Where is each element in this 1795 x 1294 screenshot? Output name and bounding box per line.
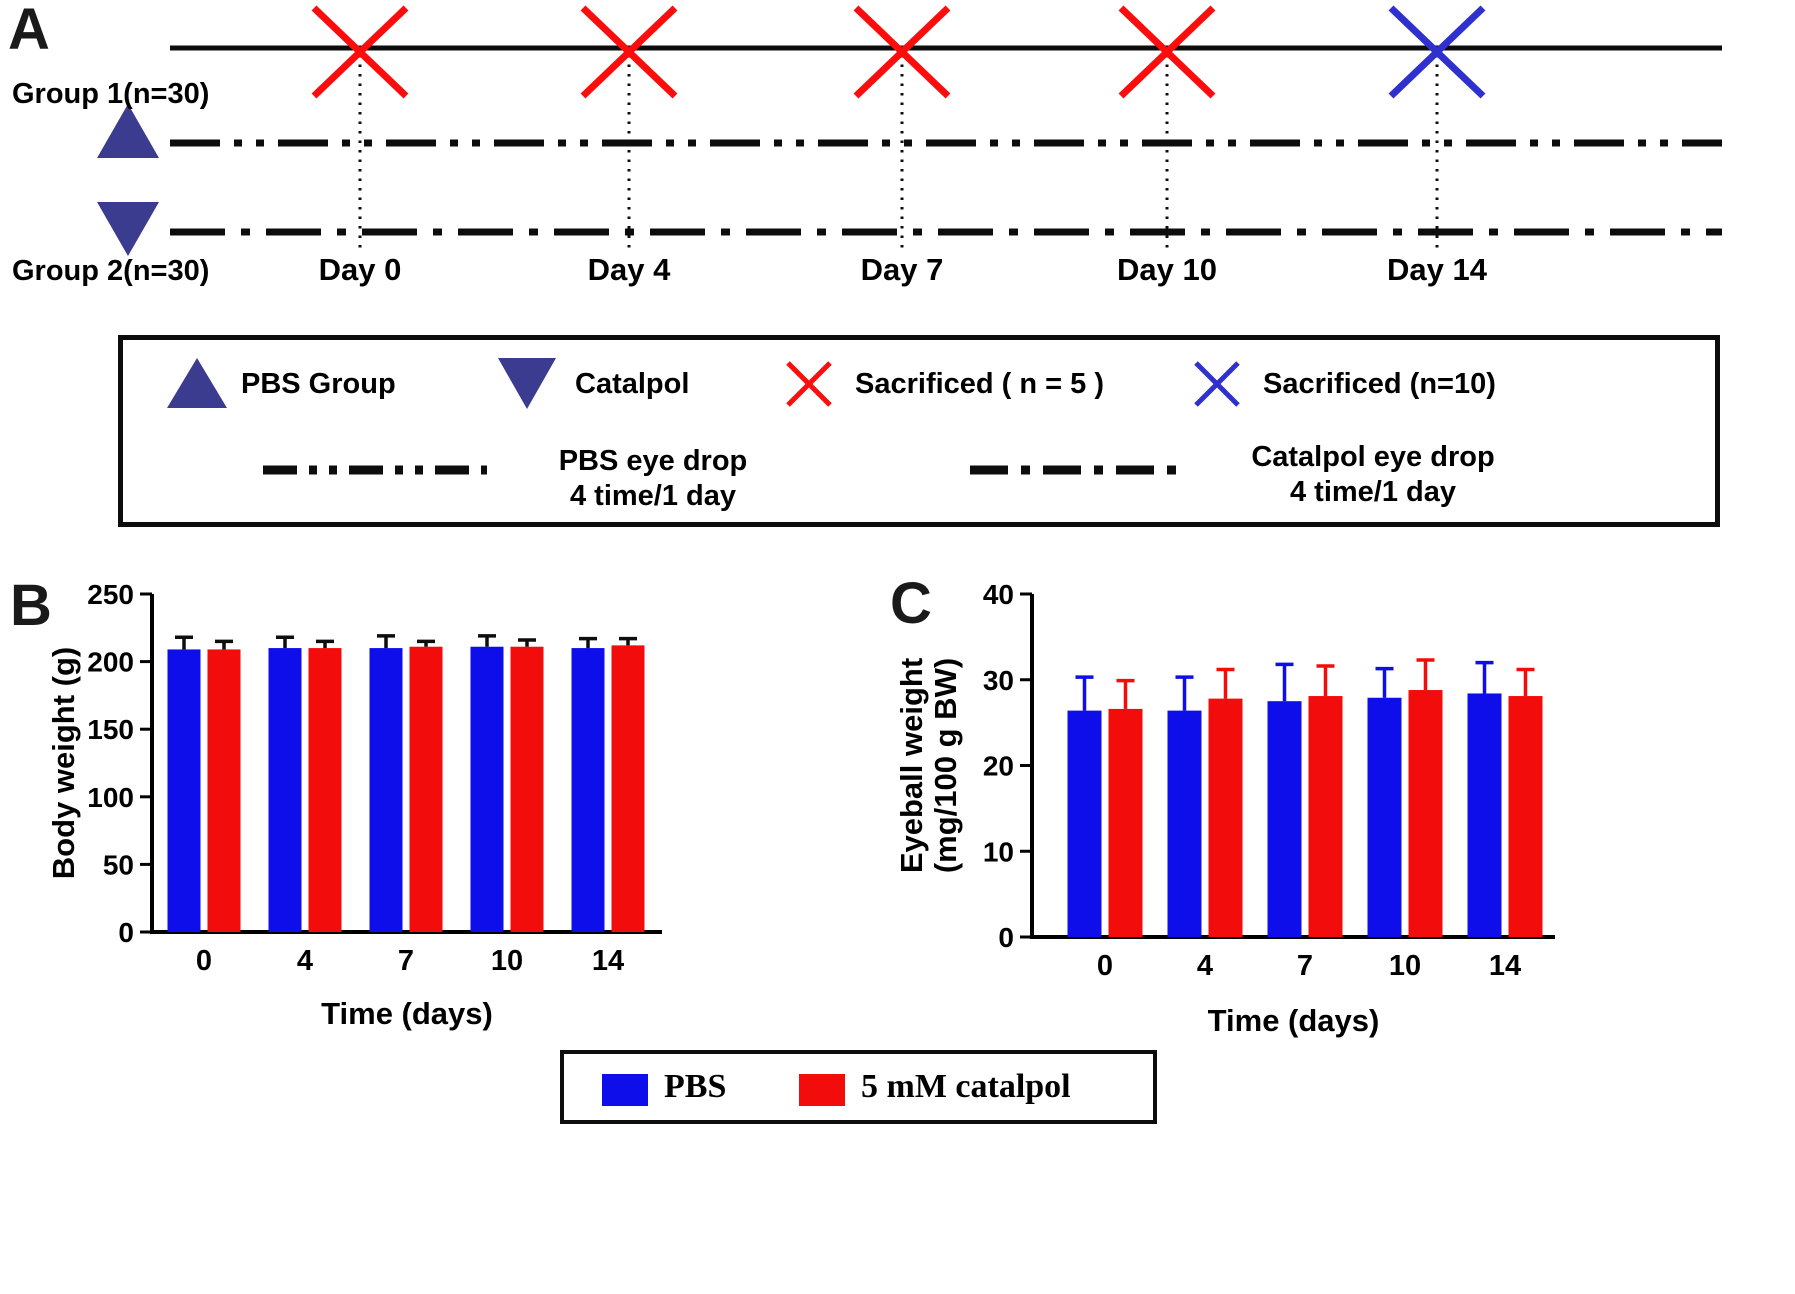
pbs-group-triangle-icon (167, 358, 227, 408)
legend-pbs-group-label: PBS Group (241, 368, 396, 400)
day-label-7: Day 7 (860, 252, 944, 287)
x-tick-label: 4 (297, 945, 313, 977)
x-tick-label: 14 (592, 945, 624, 977)
legend-catalpol-eyedrop-label: Catalpol eye drop 4 time/1 day (1218, 440, 1528, 510)
panel-a-letter: A (8, 0, 50, 62)
bar-5-mm-catalpol (409, 646, 443, 932)
x-axis-label: Time (days) (1208, 1003, 1380, 1038)
sacrifice-x-mark (1388, 5, 1486, 99)
bar-pbs (167, 649, 201, 932)
pbs-group-triangle-up (97, 104, 159, 158)
panel-b-letter: B (10, 573, 52, 638)
y-tick-label: 30 (983, 665, 1014, 696)
legend-sacrificed-blue-label: Sacrificed (n=10) (1263, 368, 1496, 400)
y-axis-label: Eyeball weight (900, 658, 929, 873)
group1-label: Group 1(n=30) (12, 78, 210, 110)
day-label-10: Day 10 (1117, 252, 1217, 287)
catalpol-color-swatch (799, 1074, 845, 1106)
catalpol-triangle-icon (498, 358, 556, 409)
x-tick-label: 10 (1389, 950, 1421, 982)
red-x-glyph (786, 361, 832, 407)
catalpol-triangle-glyph (498, 358, 556, 409)
bar-5-mm-catalpol (1108, 708, 1143, 937)
bar-pbs (1467, 693, 1502, 937)
group2-label: Group 2(n=30) (12, 255, 210, 287)
red-x-icon (786, 361, 832, 407)
y-tick-label: 10 (983, 836, 1014, 867)
sacrifice-x-mark (311, 5, 409, 99)
bar-pbs (470, 646, 504, 932)
catalpol-eyedrop-line-sample (970, 465, 1184, 475)
day-label-14: Day 14 (1387, 252, 1487, 287)
y-tick-label: 0 (998, 922, 1014, 953)
pbs-color-swatch (602, 1074, 648, 1106)
day-label-0: Day 0 (318, 252, 402, 287)
x-tick-label: 10 (491, 945, 523, 977)
chart-legend-box: PBS 5 mM catalpol (560, 1050, 1157, 1124)
pbs-triangle-glyph (167, 358, 227, 408)
y-tick-label: 0 (118, 917, 134, 948)
y-axis-label: Body weight (g) (50, 647, 81, 879)
bar-pbs (1067, 710, 1102, 937)
x-tick-label: 4 (1197, 950, 1213, 982)
x-tick-label: 0 (1097, 950, 1113, 982)
bar-5-mm-catalpol (1508, 696, 1543, 937)
panel-c-letter: C (890, 571, 932, 636)
bar-pbs (571, 648, 605, 932)
bar-5-mm-catalpol (207, 649, 241, 932)
timeline-diagram (97, 5, 1722, 256)
legend-sacrificed-red-label: Sacrificed ( n = 5 ) (855, 368, 1105, 400)
catalpol-group-triangle-down (97, 202, 159, 256)
legend-catalpol-label: 5 mM catalpol (861, 1068, 1071, 1105)
bar-5-mm-catalpol (1408, 690, 1443, 937)
x-tick-label: 0 (196, 945, 212, 977)
body-weight-bar-chart: 0 50 100 150 200 250 0 4 7 10 14 Time (days) Body we… (50, 579, 662, 1031)
y-tick-label: 150 (87, 714, 134, 745)
eyeball-weight-bar-chart: 0 10 20 30 40 0 4 7 10 14 Time (days) Eyeball weigh… (900, 579, 1555, 1038)
y-tick-label: 40 (983, 579, 1014, 610)
bar-pbs (1267, 701, 1302, 937)
legend-pbs-eyedrop-label: PBS eye drop 4 time/1 day (508, 444, 798, 514)
legend-pbs-label: PBS (664, 1068, 727, 1105)
bar-pbs (1367, 697, 1402, 937)
bar-5-mm-catalpol (1308, 696, 1343, 937)
bar-pbs (268, 648, 302, 932)
legend-pbs-eyedrop-line2: 4 time/1 day (569, 480, 737, 512)
y-tick-label: 250 (87, 579, 134, 610)
sacrifice-x-mark (580, 5, 678, 99)
legend-catalpol-eyedrop-line2: 4 time/1 day (1289, 476, 1457, 508)
legend-pbs-eyedrop-line1: PBS eye drop (558, 445, 748, 477)
x-axis-label: Time (days) (321, 996, 493, 1031)
y-tick-label: 100 (87, 782, 134, 813)
timeline-legend-box: PBS Group Catalpol Sacrificed ( n = 5 ) … (118, 335, 1720, 527)
y-tick-label: 50 (103, 849, 134, 880)
blue-x-icon (1194, 361, 1240, 407)
legend-catalpol-eyedrop-line1: Catalpol eye drop (1251, 441, 1495, 473)
y-tick-label: 20 (983, 751, 1014, 782)
bar-5-mm-catalpol (1208, 698, 1243, 937)
y-axis-label: (mg/100 g BW) (928, 658, 963, 873)
x-tick-label: 7 (1297, 950, 1313, 982)
pbs-eyedrop-line-sample (263, 465, 487, 475)
legend-catalpol-label: Catalpol (575, 368, 690, 400)
y-tick-label: 200 (87, 647, 134, 678)
x-tick-label: 7 (398, 945, 414, 977)
day-label-4: Day 4 (587, 252, 671, 287)
blue-x-glyph (1194, 361, 1240, 407)
bar-5-mm-catalpol (510, 646, 544, 932)
x-tick-label: 14 (1489, 950, 1521, 982)
bar-5-mm-catalpol (611, 645, 645, 932)
sacrifice-x-mark (853, 5, 951, 99)
bar-pbs (1167, 710, 1202, 937)
bar-pbs (369, 648, 403, 932)
sacrifice-x-mark (1118, 5, 1216, 99)
bar-5-mm-catalpol (308, 648, 342, 932)
